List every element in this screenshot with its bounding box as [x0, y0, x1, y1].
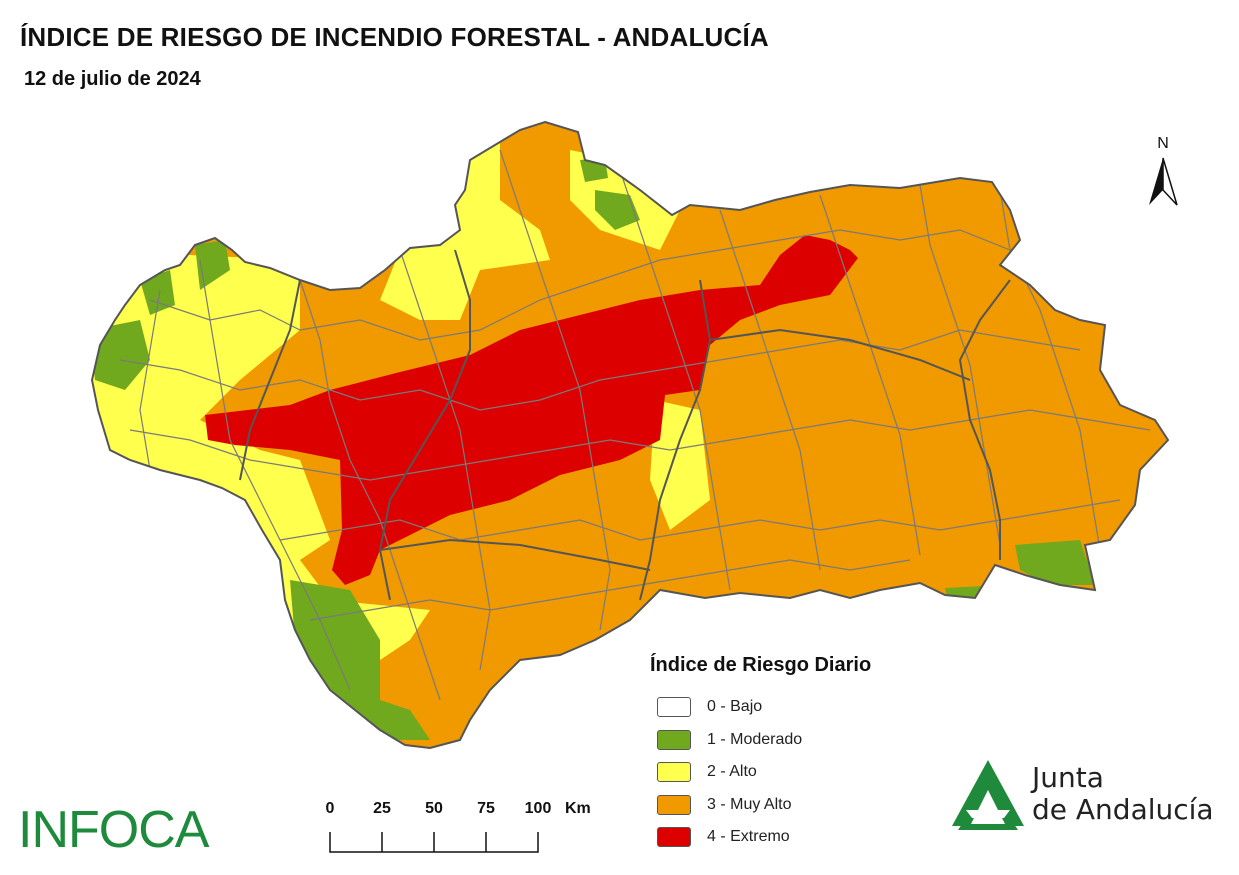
legend-swatch-bajo — [657, 697, 691, 718]
zone-moderado-sierra — [195, 240, 230, 290]
legend-item-bajo: 0 - Bajo — [650, 691, 871, 724]
junta-emblem-icon — [952, 760, 1024, 830]
zone-moderado-jaen — [595, 190, 640, 230]
map-title: ÍNDICE DE RIESGO DE INCENDIO FORESTAL - … — [20, 22, 769, 52]
scale-label: 25 — [373, 800, 391, 817]
north-arrow-icon: N — [1149, 135, 1178, 206]
andalucia-outline — [90, 120, 1170, 750]
legend-label: 3 - Muy Alto — [707, 795, 792, 813]
province-borders — [239, 249, 1011, 601]
zone-alto-north — [380, 140, 550, 320]
scale-label: 100 — [524, 800, 552, 817]
north-label: N — [1157, 135, 1169, 152]
legend-swatch-extremo — [657, 827, 691, 848]
legend-item-muy-alto: 3 - Muy Alto — [650, 789, 871, 822]
municipality-borders — [119, 149, 1151, 701]
legend: Índice de Riesgo Diario 0 - Bajo 1 - Mod… — [650, 654, 871, 854]
scale-label: 50 — [425, 800, 443, 817]
legend-swatch-moderado — [657, 729, 691, 750]
legend-item-alto: 2 - Alto — [650, 756, 871, 789]
scale-unit: Km — [565, 800, 591, 817]
map-date: 12 de julio de 2024 — [24, 68, 201, 90]
legend-label: 0 - Bajo — [707, 698, 763, 716]
zone-alto-center — [650, 400, 710, 530]
scale-label: 0 — [325, 800, 335, 817]
zone-moderado-cadiz — [290, 580, 430, 740]
zone-moderado-almeria — [1015, 540, 1095, 585]
legend-item-moderado: 1 - Moderado — [650, 724, 871, 757]
zone-alto-west — [92, 250, 430, 660]
legend-label: 1 - Moderado — [707, 730, 803, 748]
legend-swatch-muy-alto — [657, 794, 691, 815]
junta-line2: de Andalucía — [1032, 793, 1214, 826]
scale-bar-graphic — [329, 832, 539, 853]
junta-line1: Junta — [1032, 761, 1104, 794]
junta-text: Junta de Andalucía — [1032, 762, 1214, 826]
junta-andalucia-logo: Junta de Andalucía — [948, 758, 1218, 832]
scale-bar: 0 25 50 75 100 Km — [318, 800, 591, 860]
scale-label: 75 — [477, 800, 495, 817]
legend-label: 2 - Alto — [707, 763, 757, 781]
infoca-logo: INFOCA — [18, 801, 209, 859]
legend-item-extremo: 4 - Extremo — [650, 821, 871, 854]
zone-moderado-huelva-north — [140, 270, 175, 315]
north-arrow: N — [1140, 130, 1180, 210]
legend-label: 4 - Extremo — [707, 828, 790, 846]
legend-swatch-alto — [657, 762, 691, 783]
legend-title: Índice de Riesgo Diario — [650, 654, 872, 676]
